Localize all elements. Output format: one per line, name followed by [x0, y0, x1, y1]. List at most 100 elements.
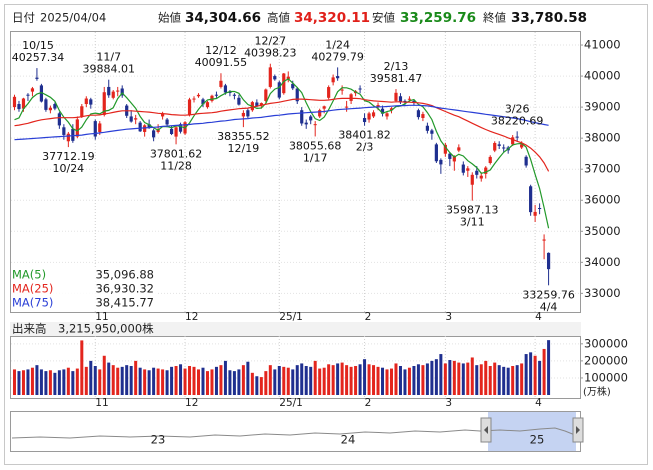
volume-bar	[336, 363, 340, 395]
volume-bar	[538, 360, 542, 395]
volume-bar	[434, 359, 438, 395]
candle-body	[246, 110, 250, 117]
candle-body	[448, 153, 452, 159]
x-tick-label: 25/1	[279, 397, 303, 409]
volume-header	[10, 322, 581, 336]
annotation-date: 11/28	[160, 159, 192, 172]
volume-bar	[174, 366, 178, 395]
volume-bar	[542, 348, 546, 395]
volume-bar	[389, 368, 393, 395]
volume-bar	[125, 365, 129, 395]
candle-body	[214, 94, 219, 96]
candle-body	[71, 128, 75, 141]
volume-bar	[313, 360, 317, 395]
x-tick-label: 3	[445, 311, 452, 323]
volume-bar	[363, 359, 367, 395]
candle-body	[89, 99, 93, 105]
volume-bar	[412, 366, 416, 395]
volume-bar	[300, 363, 304, 395]
volume-bar	[421, 365, 425, 395]
volume-bar	[273, 369, 277, 395]
candle-body	[412, 100, 416, 103]
candle-body	[331, 77, 335, 83]
header-field-value: 34,304.66	[185, 10, 261, 26]
annotation-value: 39884.01	[82, 63, 135, 76]
candle-body	[394, 92, 398, 101]
candle-body	[479, 175, 483, 179]
volume-bar	[39, 369, 43, 395]
candle-body	[322, 106, 326, 109]
candle-body	[309, 116, 313, 121]
volume-bar	[44, 371, 48, 395]
candle-body	[116, 90, 120, 92]
candle-body	[39, 85, 44, 102]
volume-bar	[376, 366, 380, 395]
candle-body	[304, 122, 308, 125]
volume-bar	[277, 366, 281, 395]
volume-bar	[457, 362, 461, 395]
volume-bar	[219, 365, 223, 395]
candle-body	[345, 106, 349, 108]
annotation-date: 12/27	[254, 35, 286, 48]
candle-body	[336, 76, 340, 79]
annotation-date: 2/3	[356, 141, 374, 154]
annotation-value: 38220.69	[491, 114, 544, 127]
legend-value: 38,415.77	[95, 296, 154, 310]
volume-bar	[547, 340, 551, 395]
volume-bar	[84, 366, 88, 395]
candle-body	[255, 102, 259, 107]
volume-bar	[448, 360, 452, 395]
candle-body	[546, 252, 551, 270]
candle-body	[452, 156, 456, 162]
x-tick-label: 2	[365, 311, 372, 323]
annotation-date: 10/24	[52, 162, 84, 175]
candle-body	[524, 156, 528, 166]
volume-bar	[515, 365, 519, 395]
annotation-date: 1/24	[325, 38, 350, 51]
candle-body	[461, 164, 465, 173]
candles	[12, 63, 551, 395]
volume-bar	[304, 366, 308, 395]
candle-body	[57, 113, 61, 126]
candle-body	[66, 133, 70, 142]
volume-bar	[201, 367, 205, 395]
volume-bar	[129, 366, 133, 395]
annotation-value: 40091.55	[195, 56, 248, 69]
navigator-label: 23	[151, 433, 166, 447]
volume-bar	[17, 371, 21, 395]
candle-body	[488, 156, 492, 163]
candle-body	[416, 110, 421, 118]
volume-bar	[35, 365, 39, 395]
volume-bar	[255, 376, 259, 395]
ma-line	[14, 104, 549, 141]
volume-bar	[381, 367, 385, 395]
navigator-line	[11, 427, 576, 439]
candle-body	[35, 77, 39, 79]
y-tick-label: 200000	[584, 353, 628, 367]
candle-body	[232, 94, 237, 96]
candle-body	[371, 112, 376, 117]
volume-bar	[524, 354, 528, 395]
candle-body	[475, 170, 479, 175]
volume-bar	[197, 369, 201, 395]
navigator-selection[interactable]	[488, 412, 576, 451]
candle-body	[282, 73, 286, 94]
candle-body	[75, 119, 79, 137]
volume-bar	[506, 367, 510, 395]
volume-bar	[89, 360, 93, 395]
annotation-date: 11/7	[96, 51, 121, 64]
candle-body	[470, 174, 474, 185]
candle-body	[529, 186, 533, 213]
candle-body	[98, 123, 102, 132]
candle-body	[457, 147, 461, 151]
annotation-value: 39581.47	[370, 72, 423, 85]
volume-bar	[183, 368, 187, 395]
navigator-label: 24	[341, 433, 356, 447]
candle-body	[362, 117, 367, 123]
volume-bar	[71, 371, 75, 395]
candle-body	[26, 94, 30, 96]
annotation-value: 40279.79	[311, 50, 364, 63]
volume-bar	[205, 371, 209, 395]
x-tick-label: 25/1	[279, 311, 303, 323]
volume-bar	[452, 360, 456, 395]
